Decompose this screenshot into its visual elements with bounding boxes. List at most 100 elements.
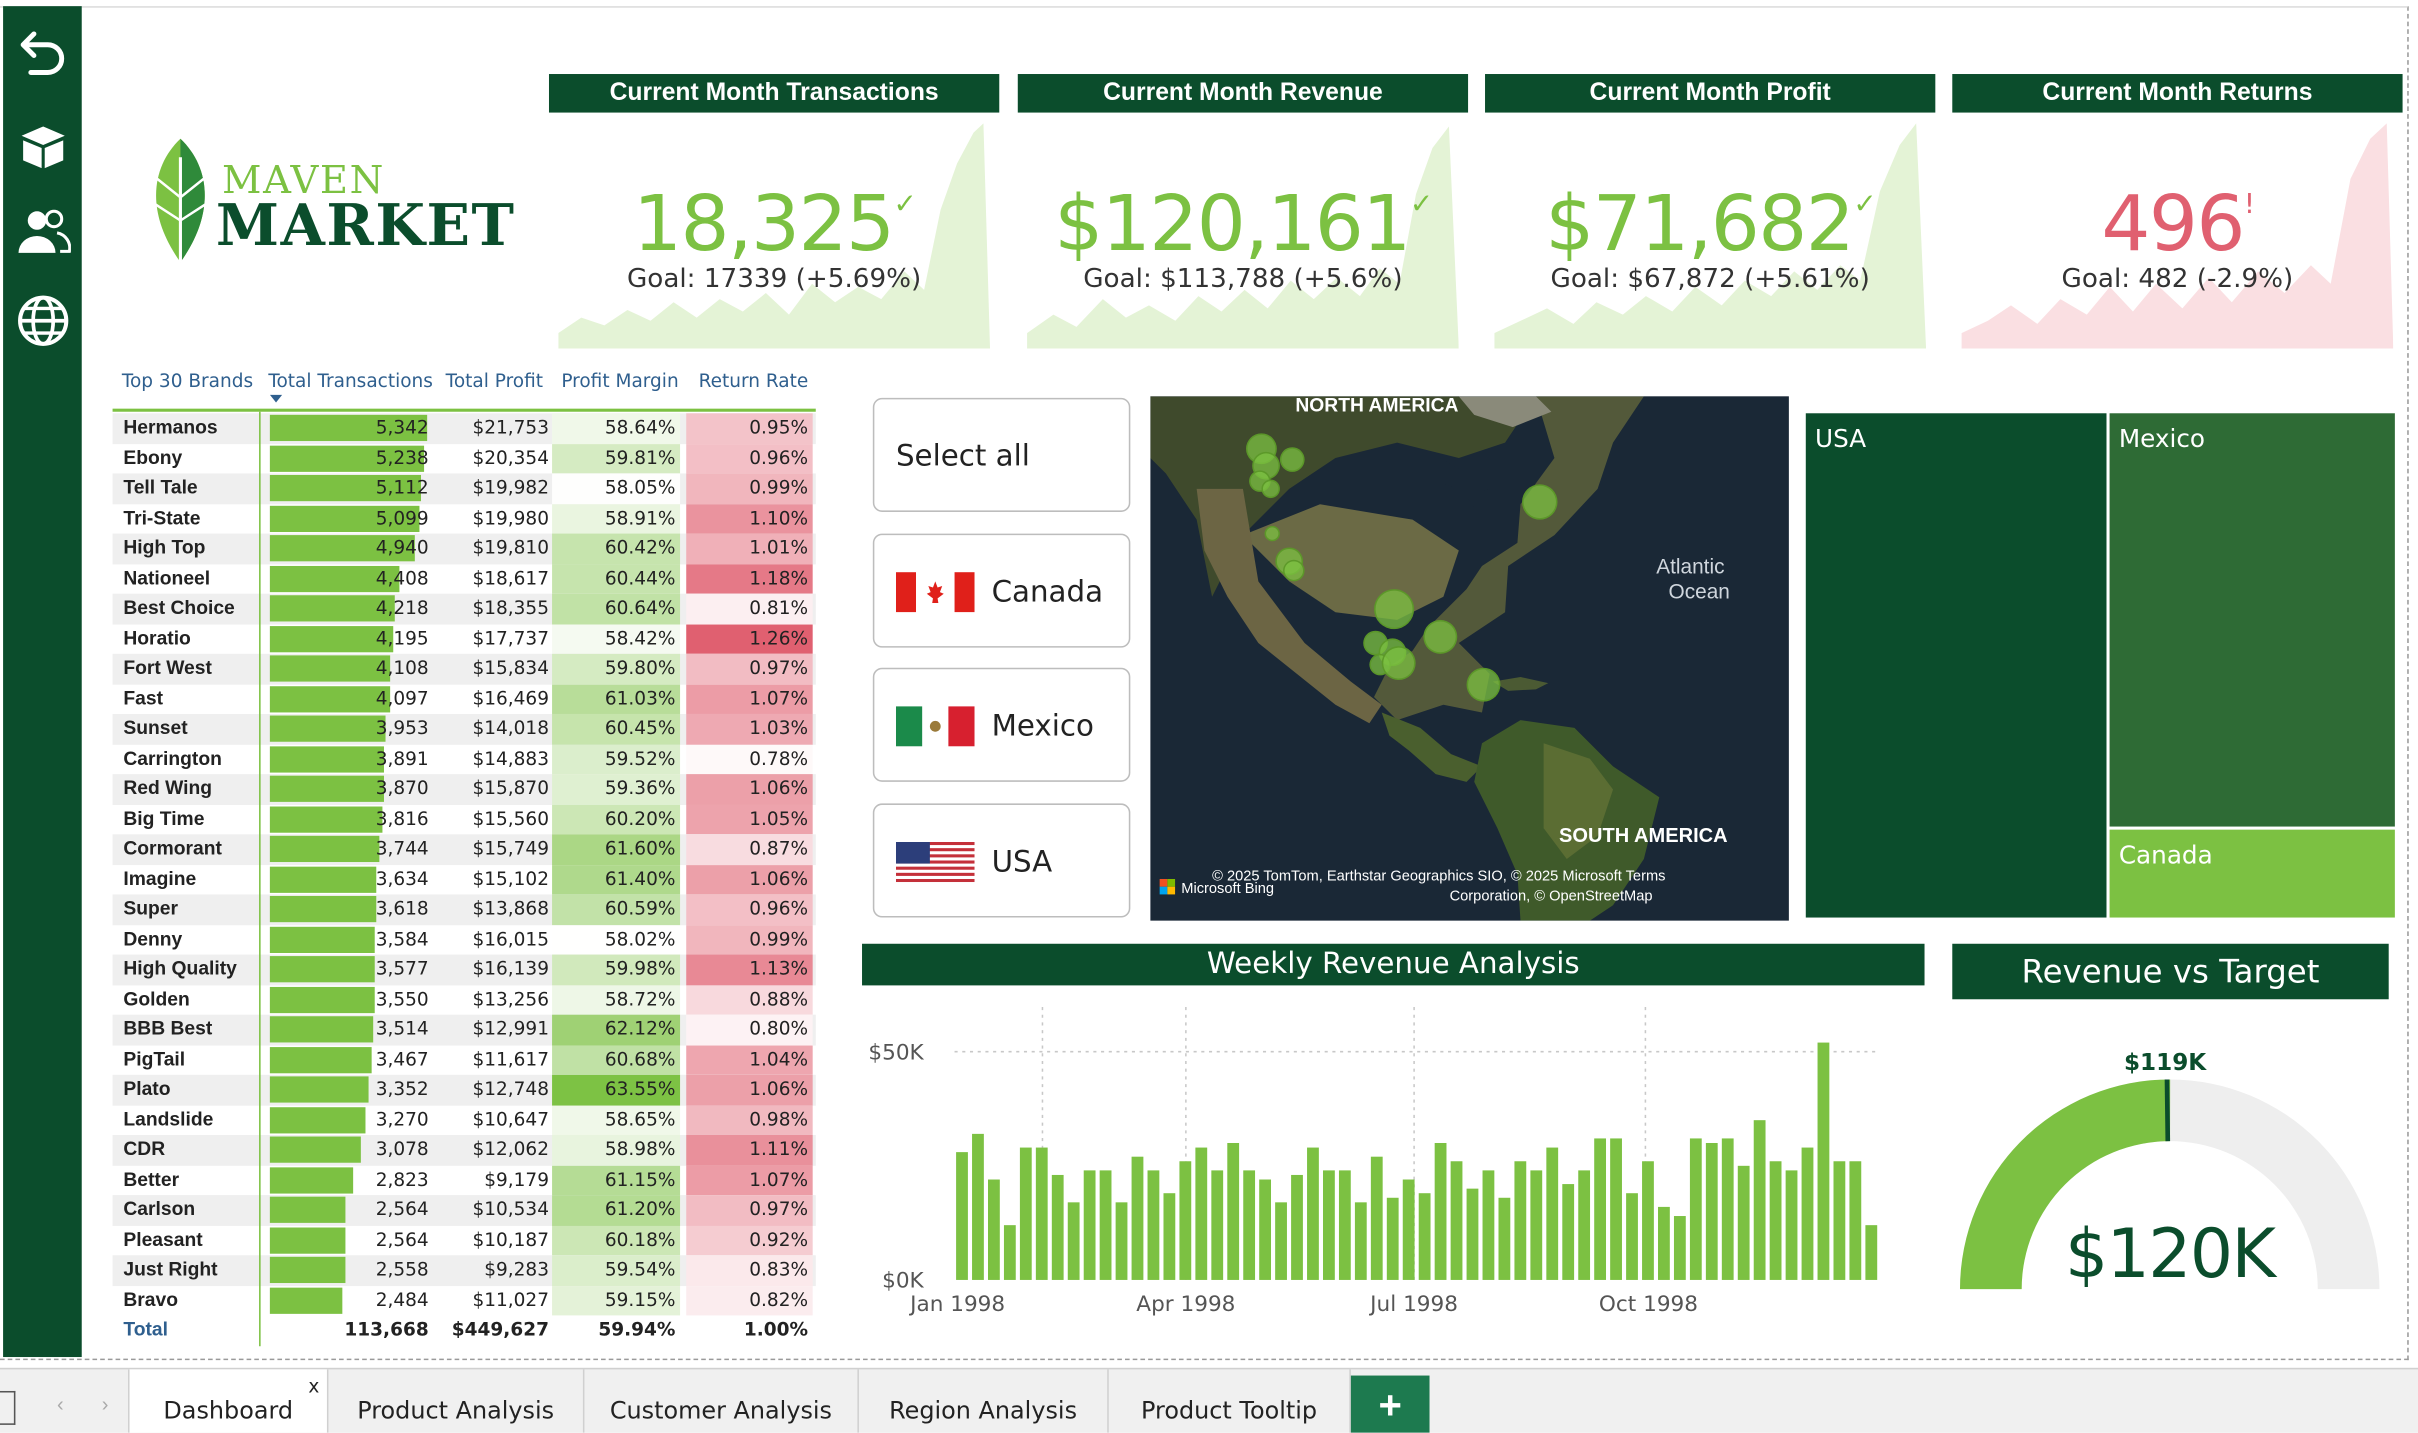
table-row[interactable]: Cormorant 3,744 $15,749 61.60% 0.87% xyxy=(112,834,816,865)
tab-customer-analysis[interactable]: Customer Analysis xyxy=(584,1369,859,1433)
region-map[interactable]: NORTH AMERICA SOUTH AMERICA Atlantic Oce… xyxy=(1150,396,1789,921)
map-attribution-2[interactable]: Corporation, © OpenStreetMap xyxy=(1449,888,1653,906)
col-header-transactions[interactable]: Total Transactions xyxy=(268,370,433,392)
weekly-bar[interactable] xyxy=(1418,1193,1431,1280)
weekly-bar[interactable] xyxy=(1466,1188,1479,1280)
table-row[interactable]: Carlson 2,564 $10,534 61.20% 0.97% xyxy=(112,1195,816,1226)
globe-icon[interactable] xyxy=(15,293,71,349)
table-row[interactable]: Super 3,618 $13,868 60.59% 0.96% xyxy=(112,894,816,925)
weekly-bar[interactable] xyxy=(1562,1184,1575,1280)
weekly-bar[interactable] xyxy=(1721,1138,1734,1280)
treemap-canada[interactable]: Canada xyxy=(2109,829,2395,918)
weekly-bar[interactable] xyxy=(1386,1197,1399,1280)
weekly-bar[interactable] xyxy=(1849,1161,1862,1280)
weekly-bar[interactable] xyxy=(1817,1042,1830,1280)
weekly-bar[interactable] xyxy=(1195,1147,1208,1280)
table-row[interactable]: CDR 3,078 $12,062 58.98% 1.11% xyxy=(112,1134,816,1166)
table-row[interactable]: Big Time 3,816 $15,560 60.20% 1.05% xyxy=(113,804,816,835)
add-page-button[interactable]: + xyxy=(1350,1375,1430,1433)
weekly-bar[interactable] xyxy=(1227,1142,1240,1280)
page-nav-icon[interactable] xyxy=(0,1390,16,1425)
weekly-bar[interactable] xyxy=(1099,1170,1112,1280)
next-page-icon[interactable]: › xyxy=(101,1392,109,1416)
table-row[interactable]: BBB Best 3,514 $12,991 62.12% 0.80% xyxy=(112,1014,816,1045)
slicer-canada[interactable]: Canada xyxy=(872,533,1131,648)
weekly-bar[interactable] xyxy=(1626,1193,1638,1280)
weekly-bar[interactable] xyxy=(1865,1225,1878,1280)
weekly-bar[interactable] xyxy=(1338,1170,1351,1280)
table-row[interactable]: Carrington 3,891 $14,883 59.52% 0.78% xyxy=(113,744,816,775)
weekly-bar[interactable] xyxy=(1737,1165,1750,1280)
weekly-bar[interactable] xyxy=(1833,1161,1846,1280)
map-bubble[interactable] xyxy=(1381,646,1416,681)
weekly-bar[interactable] xyxy=(1051,1174,1064,1280)
close-tab-icon[interactable]: x xyxy=(308,1375,320,1398)
map-bubble[interactable] xyxy=(1466,667,1501,702)
table-row[interactable]: Pleasant 2,564 $10,187 60.18% 0.92% xyxy=(113,1225,816,1256)
col-header-brands[interactable]: Top 30 Brands xyxy=(121,370,254,392)
weekly-bar[interactable] xyxy=(1003,1225,1016,1280)
table-row[interactable]: Tri-State 5,099 $19,980 58.91% 1.10% xyxy=(113,503,816,534)
weekly-bar[interactable] xyxy=(1546,1147,1559,1280)
weekly-bar[interactable] xyxy=(1530,1170,1543,1280)
tab-product-tooltip[interactable]: Product Tooltip xyxy=(1109,1369,1351,1433)
table-row[interactable]: Bravo 2,484 $11,027 59.15% 0.82% xyxy=(113,1285,816,1316)
table-row[interactable]: Imagine 3,634 $15,102 61.40% 1.06% xyxy=(113,864,816,895)
weekly-bar[interactable] xyxy=(1578,1170,1591,1280)
table-row[interactable]: Golden 3,550 $13,256 58.72% 0.88% xyxy=(113,984,816,1015)
weekly-bar[interactable] xyxy=(1083,1170,1096,1280)
map-bubble[interactable] xyxy=(1264,525,1280,542)
tab-region-analysis[interactable]: Region Analysis xyxy=(859,1369,1109,1433)
table-row[interactable]: Hermanos 5,342 $21,753 58.64% 0.95% xyxy=(112,413,816,444)
weekly-bar[interactable] xyxy=(1035,1147,1048,1280)
table-row[interactable]: Fast 4,097 $16,469 61.03% 1.07% xyxy=(113,683,816,714)
weekly-bar[interactable] xyxy=(1801,1147,1814,1280)
map-bubble[interactable] xyxy=(1374,589,1415,630)
weekly-bar[interactable] xyxy=(1354,1202,1367,1280)
tab-product-analysis[interactable]: Product Analysis xyxy=(328,1369,585,1433)
weekly-bar[interactable] xyxy=(1211,1170,1224,1280)
weekly-bar[interactable] xyxy=(1705,1142,1718,1280)
weekly-bar[interactable] xyxy=(1658,1206,1670,1280)
table-row[interactable]: High Top 4,940 $19,810 60.42% 1.01% xyxy=(112,533,816,564)
table-row[interactable]: Sunset 3,953 $14,018 60.45% 1.03% xyxy=(112,713,816,745)
map-bubble[interactable] xyxy=(1423,619,1458,654)
weekly-bar[interactable] xyxy=(1323,1170,1335,1280)
weekly-bar[interactable] xyxy=(1498,1197,1511,1280)
weekly-bar[interactable] xyxy=(1514,1161,1527,1280)
weekly-bar[interactable] xyxy=(1259,1179,1272,1280)
col-header-return-rate[interactable]: Return Rate xyxy=(698,370,809,392)
weekly-bar[interactable] xyxy=(1594,1138,1607,1280)
weekly-bar[interactable] xyxy=(1115,1202,1128,1280)
table-row[interactable]: Landslide 3,270 $10,647 58.65% 0.98% xyxy=(113,1104,816,1135)
table-row[interactable]: Best Choice 4,218 $18,355 60.64% 0.81% xyxy=(112,593,816,624)
weekly-bar[interactable] xyxy=(1307,1147,1319,1280)
table-row[interactable]: Just Right 2,558 $9,283 59.54% 0.83% xyxy=(112,1255,816,1286)
weekly-bar[interactable] xyxy=(1785,1170,1798,1280)
weekly-bar[interactable] xyxy=(1131,1156,1144,1280)
col-header-profit[interactable]: Total Profit xyxy=(445,370,544,392)
tab-dashboard[interactable]: Dashboard x xyxy=(127,1369,329,1433)
weekly-bar[interactable] xyxy=(972,1133,984,1280)
map-attribution[interactable]: © 2025 TomTom, Earthstar Geographics SIO… xyxy=(1212,868,1666,886)
weekly-bar[interactable] xyxy=(1434,1142,1447,1280)
table-row[interactable]: Horatio 4,195 $17,737 58.42% 1.26% xyxy=(113,623,816,654)
table-row[interactable]: Red Wing 3,870 $15,870 59.36% 1.06% xyxy=(112,774,816,805)
weekly-bar[interactable] xyxy=(1482,1170,1495,1280)
table-row[interactable]: Better 2,823 $9,179 61.15% 1.07% xyxy=(113,1165,816,1196)
weekly-bar[interactable] xyxy=(1753,1120,1766,1280)
table-row[interactable]: Plato 3,352 $12,748 63.55% 1.06% xyxy=(112,1074,816,1105)
weekly-bar[interactable] xyxy=(1689,1138,1702,1280)
weekly-bar[interactable] xyxy=(1610,1138,1622,1280)
weekly-bar[interactable] xyxy=(1642,1161,1654,1280)
weekly-bar[interactable] xyxy=(988,1179,1000,1280)
col-header-margin[interactable]: Profit Margin xyxy=(561,370,679,392)
weekly-bar[interactable] xyxy=(1450,1161,1463,1280)
table-row[interactable]: PigTail 3,467 $11,617 60.68% 1.04% xyxy=(113,1044,816,1075)
weekly-bar[interactable] xyxy=(1370,1156,1383,1280)
table-row[interactable]: Denny 3,584 $16,015 58.02% 0.99% xyxy=(113,924,816,955)
weekly-bar[interactable] xyxy=(1275,1202,1287,1280)
weekly-bar[interactable] xyxy=(1179,1161,1192,1280)
customers-icon[interactable] xyxy=(15,204,71,260)
table-total-row[interactable]: Total 113,668 $449,627 59.94% 1.00% xyxy=(113,1315,816,1345)
